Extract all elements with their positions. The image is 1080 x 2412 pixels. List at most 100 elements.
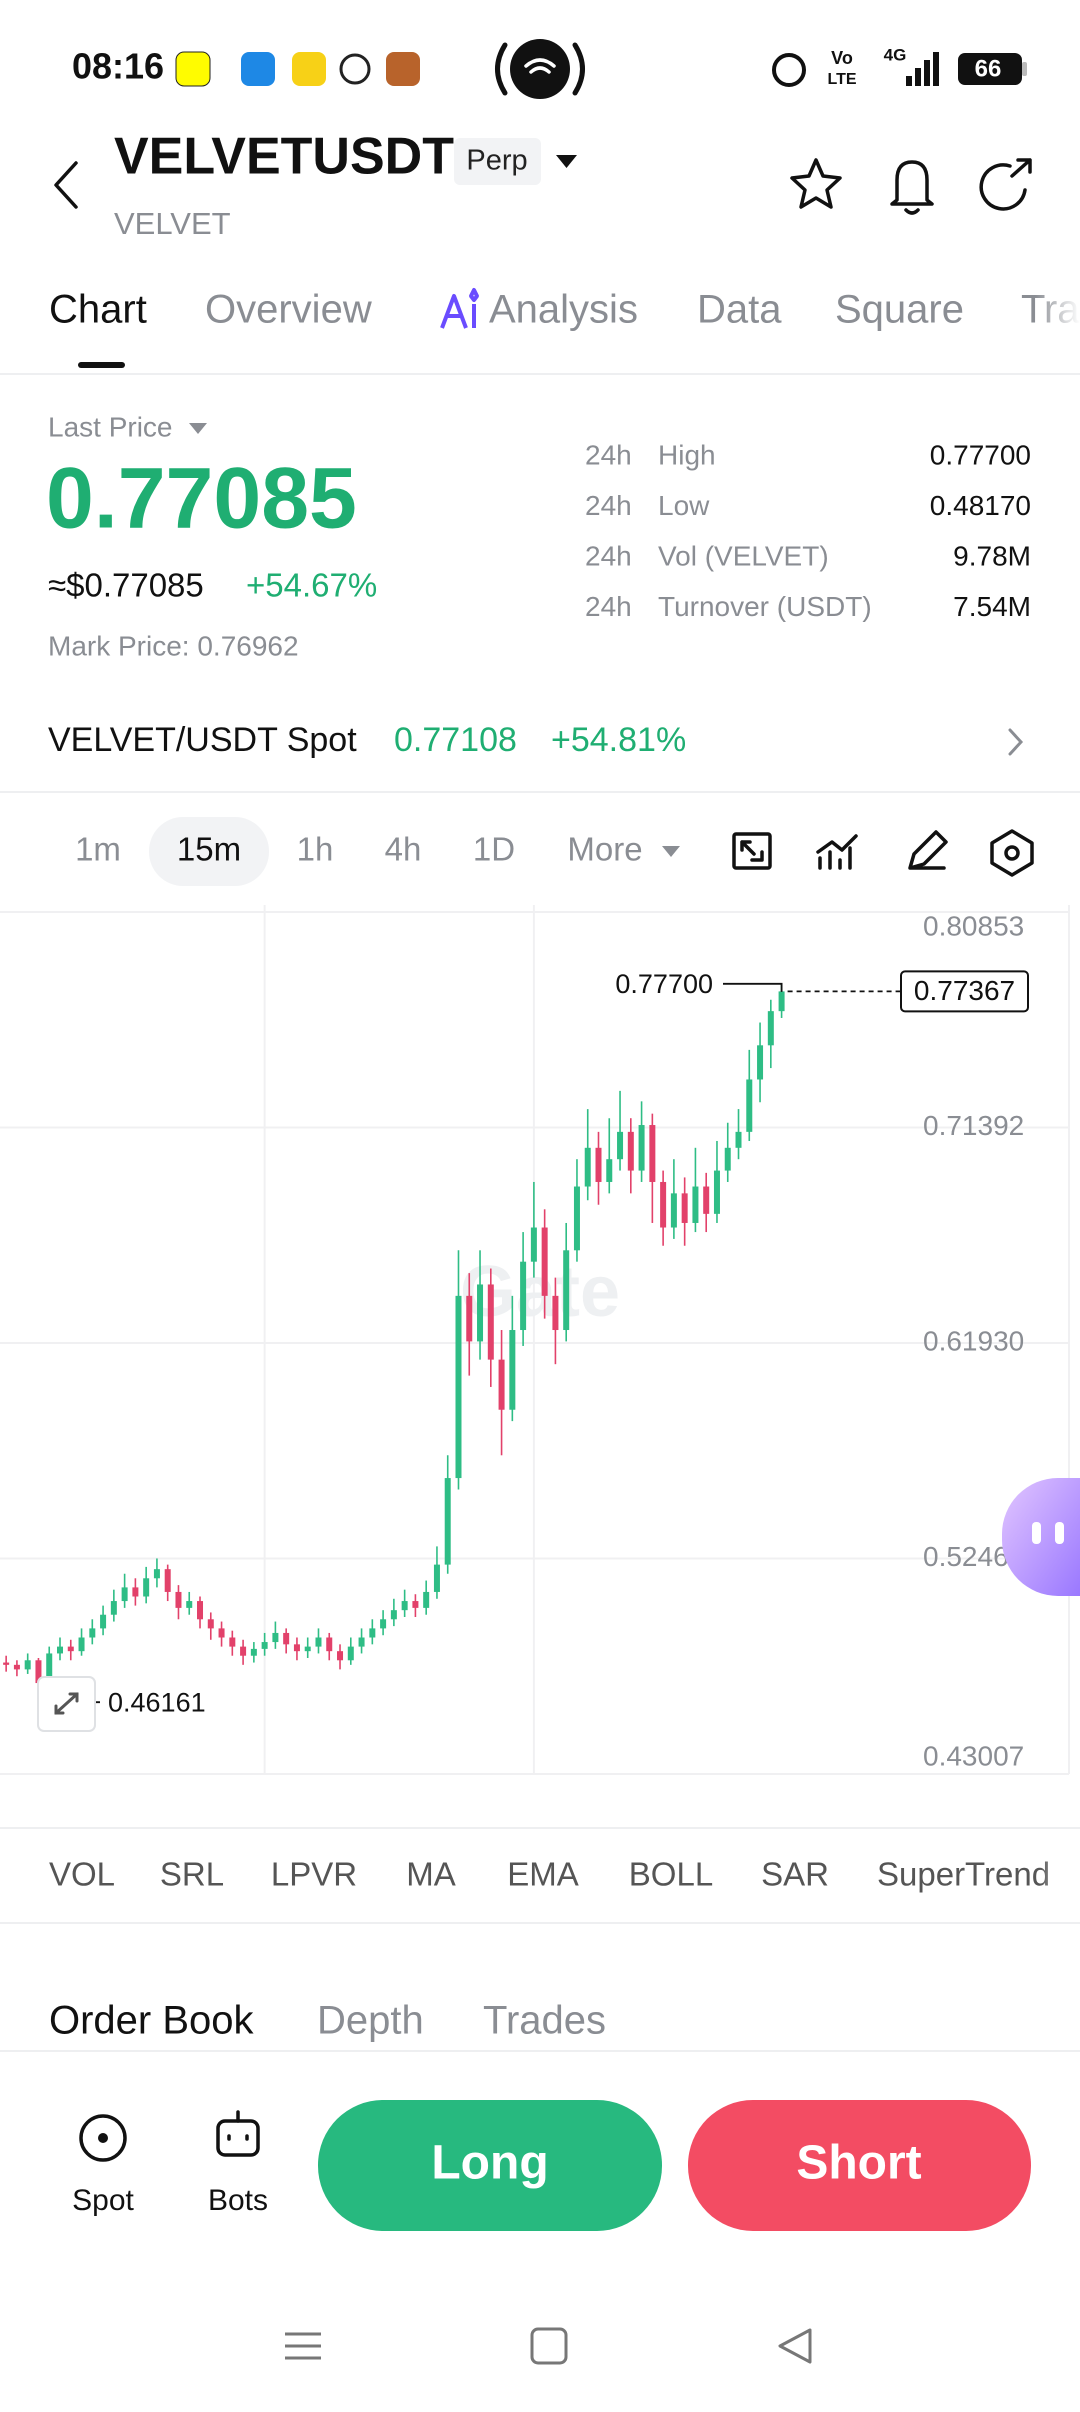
x-tick-label: 21:30 [499,1785,569,1816]
last-price-label: 0.77367 [914,975,1015,1006]
ai-icon [440,288,479,329]
dropdown-arrow[interactable] [556,155,577,168]
bots-label[interactable]: Bots [208,2184,268,2217]
alarm-icon [772,53,806,87]
alert-button[interactable] [890,160,934,215]
share-button[interactable] [979,158,1032,211]
tab[interactable]: Data [697,288,782,332]
candle-body [757,1045,764,1080]
app-icon [175,51,211,87]
indicator[interactable]: EMA [507,1856,579,1893]
interval[interactable]: 1m [75,831,121,868]
settings-glyph [1004,845,1020,861]
interval[interactable]: 1h [297,831,334,868]
back-nav-button[interactable] [778,2328,812,2364]
interval[interactable]: 4h [385,831,422,868]
candle-body [337,1651,344,1661]
candle-body [35,1660,42,1684]
spot-label[interactable]: Spot [72,2184,134,2217]
orderbook-tab[interactable]: Order Book [49,1999,255,2043]
candle-body [218,1628,225,1638]
candle-body [627,1131,634,1171]
spot-icon-dot [98,2133,108,2143]
volte-text: LTE [827,71,856,88]
indicator-button[interactable] [816,834,858,870]
dropdown-arrow[interactable] [189,423,207,434]
menu-button[interactable] [285,2332,321,2360]
stat-value: 0.48170 [930,490,1031,521]
battery-tip [1022,62,1027,76]
indicator[interactable]: SRL [160,1856,224,1893]
tab[interactable]: Analysis [489,288,638,332]
candle-body [520,1261,527,1331]
indicator-bar: VOL SRL LPVR MA EMA BOLL SAR SuperTrend [49,1856,1050,1893]
last-price-box [900,970,1029,1013]
indicator[interactable]: SuperTrend [877,1856,1050,1893]
favorite-button[interactable] [790,158,842,209]
bots-icon-detail [227,2110,249,2141]
candle-body [240,1646,247,1656]
candle-body [735,1131,742,1148]
tab[interactable]: Square [835,288,964,332]
candle-body [13,1664,20,1670]
low-marker-label: 0.46161 [108,1687,206,1717]
candle-body [778,991,785,1012]
indicator[interactable]: SAR [761,1856,829,1893]
reset-zoom-glyph [54,1692,79,1715]
candle-body [132,1587,139,1597]
depth-tab[interactable]: Depth [317,1999,424,2043]
trades-tab[interactable]: Trades [483,1999,606,2043]
candle-body [67,1646,74,1652]
bots-icon[interactable] [216,2119,260,2157]
candle-body [153,1569,160,1579]
stat-period: 24h [585,540,632,571]
indicator[interactable]: LPVR [271,1856,357,1893]
assistant-eye [1055,1522,1064,1544]
home-button[interactable] [530,2327,568,2365]
candle-body [713,1170,720,1214]
fullscreen-button[interactable] [732,832,772,870]
candle-body [444,1478,451,1565]
candle-body [412,1601,419,1608]
candle-body [24,1660,31,1670]
dropdown-arrow[interactable] [662,846,680,857]
settings-button[interactable] [990,829,1034,877]
candle-body [466,1295,473,1342]
chevron[interactable] [1008,728,1024,756]
candle-body [358,1637,365,1647]
last-price: 0.77085 [46,451,357,547]
candle-body [100,1614,107,1629]
tab[interactable]: Chart [49,288,147,332]
candle-body [487,1284,494,1360]
back-button[interactable] [54,161,78,209]
stat-value: 0.77700 [930,439,1031,470]
watermark: Gate [460,1252,620,1332]
candle-body [681,1193,688,1223]
clock: 08:16 [72,46,164,87]
spot-change: +54.81% [551,721,686,759]
long-button[interactable] [318,2100,662,2231]
y-tick-label: 0.80853 [923,910,1024,941]
candle-body [703,1186,710,1214]
stat-label: High [658,439,716,470]
draw-button[interactable] [908,830,948,870]
x-tick-label: 10:15 [230,1785,300,1816]
candle-body [767,1011,774,1046]
candle-body [89,1628,96,1638]
indicator[interactable]: BOLL [629,1856,713,1893]
short-button[interactable] [688,2100,1031,2231]
spot-icon[interactable] [79,2114,127,2162]
indicator[interactable]: VOL [49,1856,115,1893]
candle-body [390,1610,397,1620]
indicator[interactable]: MA [406,1856,456,1893]
tab[interactable]: Overview [205,288,372,332]
candle-body [272,1632,279,1643]
stat-label: Turnover (USDT) [658,591,872,622]
interval[interactable]: 15m [177,831,241,868]
candle-body [380,1619,387,1629]
interval[interactable]: 1D [473,831,515,868]
stats: 24h High 0.77700 24h Low 0.48170 24h Vol (VELVE… [585,439,1031,622]
contract-badge[interactable] [454,138,541,185]
interval[interactable]: More [567,831,642,868]
